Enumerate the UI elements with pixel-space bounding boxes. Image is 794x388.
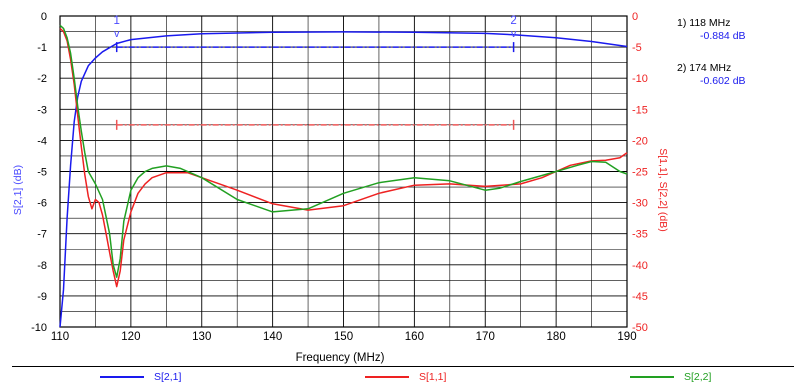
marker-1-readout: 1) 118 MHz -0.884 dB xyxy=(677,17,746,43)
marker-2-value: -0.602 dB xyxy=(700,75,746,87)
y-left-axis-label: S[2,1] (dB) xyxy=(12,165,24,215)
marker-glyph: v xyxy=(511,28,517,40)
series-line-S11 xyxy=(59,27,628,288)
marker-2-readout: 2) 174 MHz -0.602 dB xyxy=(677,62,746,88)
x-tick-label: 140 xyxy=(263,331,282,343)
y-left-tick-label: -9 xyxy=(37,291,47,303)
y-left-tick-label: -2 xyxy=(37,73,47,85)
y-left-tick-label: -4 xyxy=(37,135,47,147)
y-right-axis-label: S[1,1], S[2,2] (dB) xyxy=(657,148,669,231)
marker-2-frequency: 2) 174 MHz xyxy=(677,62,732,74)
y-left-tick-label: -8 xyxy=(37,260,47,272)
legend-item-s11: S[1,1] xyxy=(365,370,446,384)
x-tick-label: 110 xyxy=(51,331,69,343)
legend-swatch-s11 xyxy=(365,376,409,378)
legend-swatch-s21 xyxy=(100,376,144,378)
y-right-tick-label: -35 xyxy=(632,229,648,241)
legend-swatch-s22 xyxy=(630,376,674,378)
y-right-tick-label: -25 xyxy=(632,167,648,179)
grid xyxy=(59,15,628,328)
legend-label-s21: S[2,1] xyxy=(154,371,182,383)
y-right-tick-label: -15 xyxy=(632,104,648,116)
legend-label-s22: S[2,2] xyxy=(684,371,712,383)
y-right-tick-label: -50 xyxy=(632,322,648,334)
legend-label-s11: S[1,1] xyxy=(419,371,447,383)
marker-1-value: -0.884 dB xyxy=(700,30,746,42)
y-left-tick-label: -7 xyxy=(37,229,47,241)
y-right-tick-label: 0 xyxy=(632,11,638,23)
series-lines xyxy=(59,24,628,328)
marker-guide-lines xyxy=(115,42,515,130)
legend-separator xyxy=(12,366,794,367)
marker-1-frequency: 1) 118 MHz xyxy=(677,17,731,29)
marker-label: 2 xyxy=(510,15,516,27)
plot-frame xyxy=(59,15,628,328)
y-right-tick-label: -10 xyxy=(632,73,648,85)
x-tick-label: 180 xyxy=(547,331,566,343)
y-right-tick-label: -45 xyxy=(632,291,648,303)
x-tick-label: 190 xyxy=(617,331,636,343)
series-line-S21 xyxy=(59,31,628,328)
y-left-tick-label: 0 xyxy=(41,11,47,23)
x-tick-label: 160 xyxy=(405,331,424,343)
series-line-S22 xyxy=(59,24,628,278)
x-tick-label: 130 xyxy=(192,331,211,343)
y-right-tick-label: -40 xyxy=(632,260,648,272)
tick-labels: 110 120 130 140 150 160 170 180 1900-1-2-3-4-5-6… xyxy=(31,11,648,343)
x-tick-label: 150 xyxy=(334,331,353,343)
y-left-tick-label: -10 xyxy=(31,322,47,334)
y-right-tick-label: -30 xyxy=(632,198,648,210)
marker-label: 1 xyxy=(113,15,119,27)
y-left-tick-label: -1 xyxy=(37,42,47,54)
y-left-tick-label: -6 xyxy=(37,198,47,210)
y-right-tick-label: -5 xyxy=(632,42,642,54)
marker-glyph: v xyxy=(114,28,120,40)
y-left-tick-label: -3 xyxy=(37,104,47,116)
x-axis-label: Frequency (MHz) xyxy=(296,352,385,364)
legend-item-s21: S[2,1] xyxy=(100,370,181,384)
x-tick-label: 120 xyxy=(121,331,140,343)
legend-item-s22: S[2,2] xyxy=(630,370,711,384)
y-left-tick-label: -5 xyxy=(37,167,47,179)
y-right-tick-label: -20 xyxy=(632,135,648,147)
x-tick-label: 170 xyxy=(476,331,495,343)
